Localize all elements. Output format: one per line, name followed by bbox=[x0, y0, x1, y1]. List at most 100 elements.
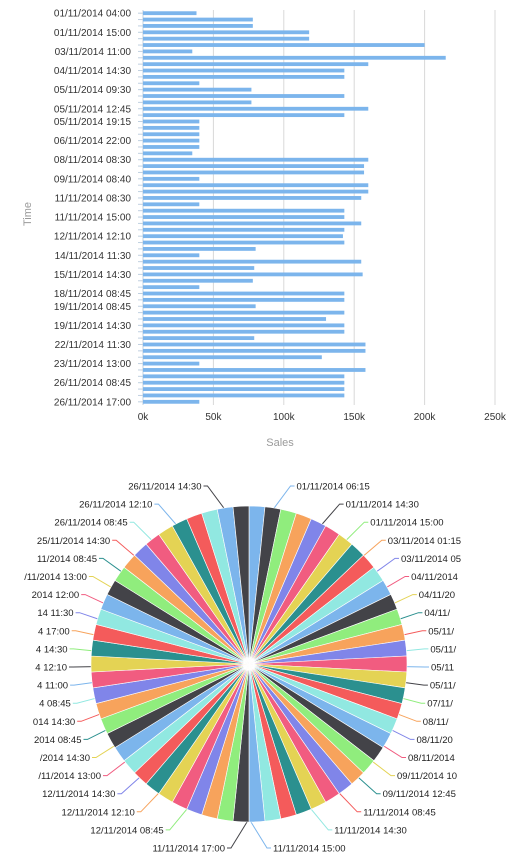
pie-slice-label: /11/2014 13:00 bbox=[24, 572, 87, 583]
bar bbox=[143, 355, 322, 360]
pie-slice-label: 01/11/2014 14:30 bbox=[346, 500, 419, 511]
bar bbox=[143, 170, 365, 175]
label-connector bbox=[165, 806, 190, 831]
bar bbox=[143, 317, 327, 321]
pie-slice-label: /11/2014 13:00 bbox=[38, 771, 101, 782]
bar bbox=[143, 202, 200, 207]
label-connector bbox=[395, 712, 421, 722]
label-connector bbox=[389, 728, 415, 740]
label-connector bbox=[401, 630, 427, 636]
y-tick-label: 19/11/2014 08:45 bbox=[54, 302, 132, 313]
bar bbox=[143, 176, 200, 181]
label-connector bbox=[308, 806, 333, 831]
bar bbox=[143, 36, 310, 41]
pie-label-connectors bbox=[69, 485, 429, 849]
pie-slice-label: 26/11/2014 12:10 bbox=[79, 500, 152, 511]
pie-slice-label: 11/11/2014 14:30 bbox=[334, 825, 407, 836]
label-connector bbox=[71, 630, 97, 636]
bar bbox=[143, 62, 369, 67]
bar bbox=[143, 304, 256, 309]
x-tick-label: 100k bbox=[273, 412, 296, 423]
bar bbox=[143, 55, 446, 60]
pie-slice-label: 2014 12:00 bbox=[32, 590, 80, 601]
bar bbox=[143, 285, 200, 290]
x-tick-label: 0k bbox=[138, 412, 150, 423]
y-tick-label: 05/11/2014 12:45 bbox=[54, 104, 132, 115]
pie-slice-label: 09/11/2014 12:45 bbox=[383, 789, 456, 800]
bar bbox=[143, 234, 343, 239]
label-connector bbox=[99, 557, 124, 574]
x-tick-label: 200k bbox=[414, 412, 437, 423]
bar bbox=[143, 297, 345, 302]
bar bbox=[143, 291, 345, 296]
bar bbox=[143, 387, 345, 391]
bar bbox=[143, 393, 345, 398]
pie-slice-label: 2014 08:45 bbox=[34, 735, 82, 746]
pie-slice-label: 03/11/2014 05 bbox=[401, 554, 461, 565]
x-axis-title: Sales bbox=[266, 437, 294, 449]
pie-slice-label: 014 14:30 bbox=[33, 717, 75, 728]
pie-slice-label: 11/11/2014 08:45 bbox=[363, 807, 436, 818]
bar bbox=[143, 399, 200, 404]
bar bbox=[143, 164, 365, 168]
bar-chart-category-labels: 01/11/2014 04:00 01/11/2014 15:00 03/11/20… bbox=[54, 9, 132, 409]
y-axis-title: Time bbox=[22, 202, 34, 226]
bar bbox=[143, 361, 200, 366]
pie-slice-label: 04/11/2014 bbox=[411, 572, 458, 583]
label-connector bbox=[370, 759, 395, 777]
bar bbox=[143, 329, 345, 334]
pie-slice-label: 01/11/2014 15:00 bbox=[370, 518, 443, 529]
pie-slice-label: 03/11/2014 01:15 bbox=[388, 536, 461, 547]
label-connector bbox=[344, 521, 369, 543]
label-connector bbox=[117, 775, 142, 795]
bar bbox=[143, 132, 200, 137]
label-connector bbox=[397, 612, 423, 621]
bar bbox=[143, 310, 345, 315]
y-tick-label: 01/11/2014 15:00 bbox=[54, 28, 132, 39]
label-connector bbox=[337, 790, 362, 813]
y-tick-label: 11/11/2014 15:00 bbox=[55, 213, 132, 224]
pie-slice-labels: 01/11/2014 06:15 01/11/2014 14:30 01/11/20… bbox=[24, 482, 461, 855]
pie-slice-label: 04/11/ bbox=[424, 608, 450, 619]
x-tick-label: 50k bbox=[205, 412, 222, 423]
label-connector bbox=[403, 648, 429, 652]
bar-chart-bars bbox=[143, 11, 446, 404]
bar bbox=[143, 119, 200, 124]
pie-slice-label: 25/11/2014 14:30 bbox=[37, 536, 110, 547]
label-connector bbox=[92, 743, 117, 758]
bar bbox=[143, 342, 366, 347]
sales-bar-chart: 01/11/2014 04:00 01/11/2014 15:00 03/11/20… bbox=[22, 9, 507, 449]
y-tick-label: 05/11/2014 19:15 bbox=[54, 117, 132, 128]
y-tick-label: 23/11/2014 13:00 bbox=[54, 359, 132, 370]
label-connector bbox=[271, 485, 295, 512]
label-connector bbox=[248, 818, 271, 849]
label-connector bbox=[72, 697, 99, 704]
label-connector bbox=[69, 648, 95, 652]
bar bbox=[143, 368, 366, 372]
pie-slice-label: 05/11/ bbox=[430, 644, 456, 655]
pie-slice-label: 12/11/2014 14:30 bbox=[42, 789, 115, 800]
label-connector bbox=[154, 503, 179, 527]
bar bbox=[143, 323, 345, 328]
label-connector bbox=[112, 539, 137, 558]
label-connector bbox=[356, 775, 381, 795]
bar-chart-category-ticks bbox=[138, 12, 143, 403]
pie-slice-label: 09/11/2014 10 bbox=[397, 771, 457, 782]
pie-slice-label: 11/11/2014 15:00 bbox=[273, 844, 346, 855]
pie-slice-label: 26/11/2014 08:45 bbox=[54, 518, 127, 529]
pie-slice-label: 05/11/ bbox=[428, 626, 454, 637]
pie-slice-label: 01/11/2014 06:15 bbox=[297, 482, 370, 493]
pie-slice-label: 08/11/20 bbox=[417, 735, 453, 746]
label-connector bbox=[381, 743, 406, 758]
pie-slice-label: 12/11/2014 08:45 bbox=[90, 825, 163, 836]
bar bbox=[143, 336, 255, 341]
bar bbox=[143, 266, 255, 270]
pie-slice-label: 4 11:00 bbox=[37, 681, 68, 692]
bar bbox=[143, 240, 345, 245]
bar bbox=[143, 247, 256, 251]
label-connector bbox=[136, 790, 161, 813]
pie-slice-label: 26/11/2014 14:30 bbox=[128, 482, 201, 493]
bar bbox=[143, 43, 425, 47]
bar bbox=[143, 208, 345, 213]
pie-slice-label: 08/11/2014 bbox=[408, 753, 455, 764]
